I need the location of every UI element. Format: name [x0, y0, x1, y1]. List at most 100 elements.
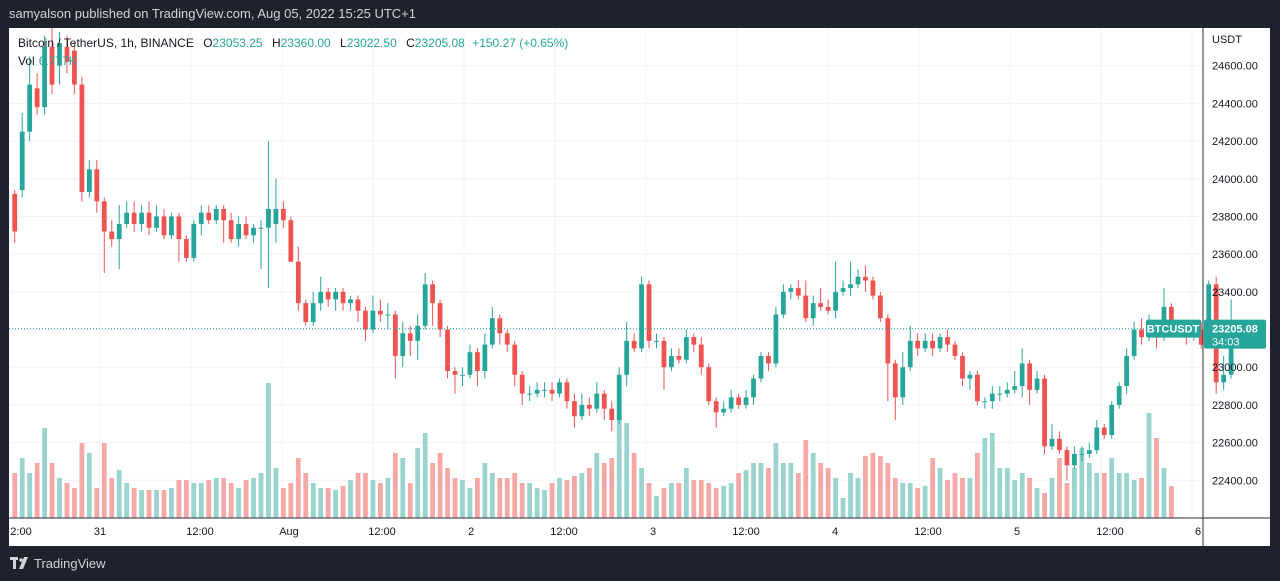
candle-body[interactable] — [512, 344, 518, 375]
volume-bar[interactable] — [1072, 468, 1077, 518]
candle-body[interactable] — [213, 208, 219, 221]
candle-body[interactable] — [683, 337, 689, 360]
volume-bar[interactable] — [1116, 473, 1122, 518]
candle-body[interactable] — [1139, 329, 1144, 338]
volume-bar[interactable] — [370, 480, 376, 518]
candle-body[interactable] — [325, 291, 331, 300]
candle-body[interactable] — [475, 352, 480, 371]
candle-body[interactable] — [758, 355, 764, 379]
candle-body[interactable] — [378, 310, 383, 315]
volume-bar[interactable] — [27, 473, 33, 518]
volume-bar[interactable] — [519, 483, 525, 518]
volume-bar[interactable] — [975, 453, 980, 518]
candle-body[interactable] — [751, 378, 756, 398]
volume-bar[interactable] — [609, 458, 615, 518]
candle-body[interactable] — [624, 340, 630, 375]
candle-body[interactable] — [445, 329, 450, 371]
volume-bar[interactable] — [42, 428, 47, 518]
candle-body[interactable] — [400, 333, 406, 356]
volume-bar[interactable] — [139, 490, 144, 518]
candle-body[interactable] — [19, 131, 25, 191]
candle-body[interactable] — [1124, 355, 1130, 387]
volume-bar[interactable] — [848, 473, 853, 518]
volume-bar[interactable] — [810, 453, 816, 518]
volume-bar[interactable] — [877, 456, 883, 518]
volume-bar[interactable] — [303, 473, 309, 518]
candle-body[interactable] — [206, 212, 212, 221]
volume-bar[interactable] — [654, 496, 659, 518]
volume-bar[interactable] — [721, 486, 727, 518]
candle-body[interactable] — [1228, 328, 1234, 375]
candle-body[interactable] — [743, 397, 749, 405]
candle-body[interactable] — [370, 310, 376, 330]
volume-bar[interactable] — [191, 483, 197, 518]
volume-bar[interactable] — [1012, 480, 1018, 518]
candle-body[interactable] — [654, 340, 659, 342]
volume-bar[interactable] — [355, 473, 361, 518]
volume-bar[interactable] — [258, 473, 264, 518]
candle-body[interactable] — [146, 212, 152, 228]
volume-bar[interactable] — [930, 458, 936, 518]
candle-body[interactable] — [348, 299, 353, 304]
candle-body[interactable] — [460, 374, 465, 376]
volume-bar[interactable] — [982, 438, 988, 518]
candle-body[interactable] — [124, 212, 130, 224]
volume-bar[interactable] — [1139, 478, 1144, 518]
volume-bar[interactable] — [213, 478, 219, 518]
volume-label[interactable]: Vol — [18, 54, 35, 68]
candle-body[interactable] — [1094, 427, 1100, 451]
candle-body[interactable] — [57, 43, 62, 66]
candle-body[interactable] — [840, 288, 846, 292]
candle-body[interactable] — [631, 340, 637, 349]
candle-body[interactable] — [1086, 450, 1092, 454]
candle-body[interactable] — [497, 318, 503, 334]
volume-bar[interactable] — [766, 468, 771, 518]
candle-body[interactable] — [788, 288, 794, 292]
volume-bar[interactable] — [1169, 486, 1174, 518]
candle-body[interactable] — [12, 193, 18, 232]
volume-bar[interactable] — [818, 463, 824, 518]
candle-body[interactable] — [422, 284, 428, 326]
candle-body[interactable] — [803, 295, 809, 319]
volume-bar[interactable] — [937, 468, 943, 518]
candle-body[interactable] — [176, 216, 182, 240]
candle-body[interactable] — [572, 401, 577, 417]
volume-bar[interactable] — [288, 483, 294, 518]
candle-body[interactable] — [288, 220, 294, 262]
volume-bar[interactable] — [833, 478, 838, 518]
volume-bar[interactable] — [795, 473, 801, 518]
volume-bar[interactable] — [378, 483, 383, 518]
volume-bar[interactable] — [124, 483, 130, 518]
volume-bar[interactable] — [780, 463, 786, 518]
candle-body[interactable] — [318, 291, 324, 304]
candle-body[interactable] — [549, 389, 555, 394]
volume-bar[interactable] — [64, 483, 70, 518]
volume-bar[interactable] — [183, 480, 189, 518]
candle-body[interactable] — [691, 337, 697, 345]
volume-bar[interactable] — [661, 488, 667, 518]
candle-body[interactable] — [736, 397, 741, 405]
candle-body[interactable] — [870, 280, 876, 296]
candle-body[interactable] — [154, 216, 159, 228]
candle-body[interactable] — [333, 291, 339, 300]
candle-body[interactable] — [907, 340, 913, 368]
volume-bar[interactable] — [1094, 473, 1100, 518]
volume-bar[interactable] — [325, 488, 331, 518]
volume-bar[interactable] — [176, 480, 182, 518]
candle-body[interactable] — [818, 303, 824, 307]
candle-body[interactable] — [519, 374, 525, 394]
candle-body[interactable] — [228, 220, 234, 240]
volume-bar[interactable] — [198, 483, 204, 518]
volume-bar[interactable] — [482, 463, 488, 518]
volume-bar[interactable] — [601, 463, 607, 518]
symbol-title[interactable]: Bitcoin / TetherUS, 1h, BINANCE — [18, 36, 194, 50]
candle-body[interactable] — [116, 224, 122, 240]
candle-body[interactable] — [557, 382, 562, 394]
volume-bar[interactable] — [19, 458, 25, 518]
candle-body[interactable] — [669, 355, 674, 368]
volume-bar[interactable] — [900, 483, 906, 518]
volume-bar[interactable] — [1079, 448, 1085, 518]
candle-body[interactable] — [594, 393, 600, 409]
chart-canvas[interactable]: USDT 24600.00 24400.00 24200.00 24000.00 2380… — [9, 28, 1270, 546]
candle-body[interactable] — [989, 393, 995, 402]
